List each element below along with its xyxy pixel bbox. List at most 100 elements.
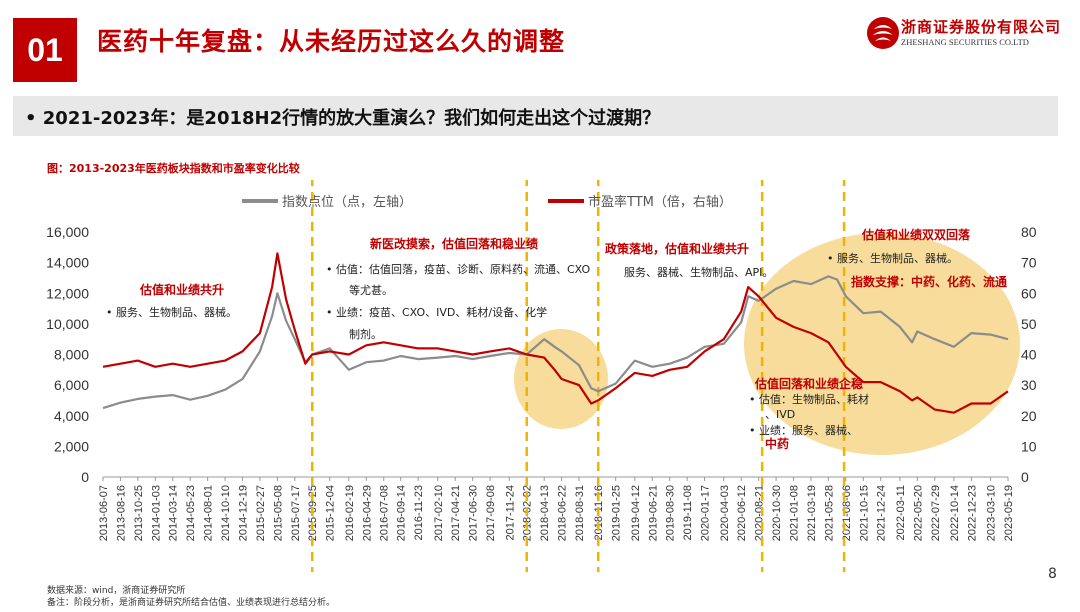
x-tick-label: 2015-02-27: [255, 485, 267, 541]
x-tick-label: 2022-10-14: [949, 485, 961, 541]
series-line-pe: [102, 252, 1009, 414]
x-tick-label: 2023-03-10: [986, 485, 998, 541]
x-tick-label: 2019-01-25: [611, 485, 623, 541]
x-tick-label: 2019-06-21: [647, 485, 659, 541]
x-tick-label: 2021-12-24: [876, 485, 888, 541]
chart-title: 图：2013-2023年医药板块指数和市盈率变化比较: [47, 162, 300, 175]
footer-notes: 数据来源：wind，浙商证券研究所 备注：阶段分析，是浙商证券研究所结合估值、业…: [47, 585, 335, 609]
x-tick-label: 2015-07-17: [290, 485, 302, 541]
x-tick-label: 2023-05-19: [1003, 485, 1015, 541]
chart-canvas: 0 2,000 4,000 6,000 8,000 10,000 12,000 14,000 1…: [46, 180, 1037, 572]
x-tick-label: 2014-05-23: [185, 485, 197, 541]
x-tick-label: 2016-11-23: [413, 485, 425, 540]
x-tick-label: 2017-11-24: [504, 485, 516, 540]
annotation-item: • 业绩：疫苗、CXO、IVD、耗材/设备、化学: [326, 305, 547, 319]
x-tick-label: 2015-12-04: [325, 485, 337, 541]
x-tick-label: 2016-09-14: [396, 485, 408, 541]
y-left-tick-label: 0: [81, 469, 89, 485]
y-left-tick-label: 16,000: [46, 224, 89, 240]
x-tick-label: 2018-08-31: [574, 485, 586, 541]
y-left-tick-label: 12,000: [46, 285, 89, 301]
x-tick-label: 2013-08-16: [115, 485, 127, 541]
x-tick-label: 2020-06-12: [736, 485, 748, 541]
annotation-item: • 估值：生物制品、耗材: [749, 392, 869, 406]
x-tick-label: 2021-01-08: [789, 485, 801, 541]
highlight-ellipse-2021: [744, 233, 1020, 455]
x-tick-label: 2021-05-28: [823, 485, 835, 541]
x-tick-label: 2016-04-29: [361, 485, 373, 541]
legend-label-index: 指数点位（点，左轴）: [282, 195, 412, 210]
x-tick-label: 2013-10-25: [133, 485, 145, 541]
x-tick-label: 2021-03-19: [806, 485, 818, 541]
remark-note: 备注：阶段分析，是浙商证券研究所结合估值、业绩表现进行总结分析。: [47, 598, 336, 608]
legend-label-pe: 市盈率TTM（倍，右轴）: [588, 194, 732, 210]
annotation-item: 、IVD: [765, 408, 795, 421]
x-tick-label: 2022-05-20: [912, 485, 924, 541]
logo-mark-icon: [867, 17, 899, 49]
annotation-item: • 业绩：服务、器械、: [749, 423, 858, 437]
x-tick-label: 2018-06-22: [557, 485, 569, 541]
y-right-tick-label: 0: [1021, 469, 1029, 485]
y-left-tick-label: 4,000: [54, 408, 89, 424]
x-tick-label: 2017-02-10: [433, 485, 445, 541]
company-logo: 浙商证券股份有限公司 ZHESHANG SECURITIES CO.LTD: [865, 15, 1070, 55]
x-tick-label: 2017-04-21: [450, 485, 462, 541]
y-left-tick-label: 8,000: [54, 347, 89, 363]
x-tick-label: 2017-09-08: [485, 485, 497, 541]
x-tick-label: 2019-11-08: [682, 485, 694, 540]
section-badge: 01: [13, 18, 77, 82]
y-right-tick-label: 70: [1021, 255, 1037, 271]
annotation-heading: 估值和业绩双双回落: [861, 227, 971, 242]
y-right-tick-label: 50: [1021, 316, 1037, 332]
source-note: 数据来源：wind，浙商证券研究所: [47, 586, 186, 596]
x-tick-label: 2022-03-11: [895, 485, 907, 540]
x-tick-label: 2022-12-23: [966, 485, 978, 541]
x-tick-label: 2013-06-07: [98, 485, 110, 541]
y-left-tick-label: 2,000: [54, 438, 89, 454]
y-left-tick-label: 6,000: [54, 377, 89, 393]
page-number: 8: [1048, 566, 1057, 582]
x-tick-label: 2019-04-12: [630, 485, 642, 541]
y-right-tick-label: 40: [1021, 347, 1037, 363]
x-tick-label: 2014-03-14: [168, 485, 180, 541]
y-left-tick-label: 14,000: [46, 255, 89, 271]
annotation-extra: 指数支撑：中药、化药、流通: [851, 274, 1007, 289]
x-tick-label: 2020-10-30: [771, 485, 783, 541]
annotation-heading: 政策落地，估值和业绩共升: [605, 241, 749, 256]
company-name-cn: 浙商证券股份有限公司: [901, 18, 1062, 36]
annotation-heading: 估值回落和业绩企稳: [754, 376, 863, 391]
x-tick-label: 2020-04-03: [719, 485, 731, 541]
annotation-item: • 估值：估值回落，疫苗、诊断、原料药、流通、CXO: [326, 262, 590, 276]
annotation-extra: 中药: [765, 436, 789, 451]
x-tick-label: 2018-04-13: [539, 485, 551, 541]
annotation-heading: 新医改摸索，估值回落和稳业绩: [370, 236, 538, 251]
y-right-tick-label: 20: [1021, 408, 1037, 424]
x-tick-label: 2014-10-10: [220, 485, 232, 541]
x-tick-label: 2016-07-08: [379, 485, 391, 541]
y-right-tick-label: 30: [1021, 377, 1037, 393]
y-right-tick-label: 80: [1021, 224, 1037, 240]
x-tick-label: 2020-01-17: [700, 485, 712, 541]
series-line-index: [102, 275, 1009, 410]
x-tick-label: 2017-06-30: [468, 485, 480, 541]
x-tick-label: 2021-10-15: [858, 485, 870, 541]
y-right-tick-label: 10: [1021, 438, 1037, 454]
x-tick-label: 2022-07-29: [930, 485, 942, 541]
x-tick-label: 2016-02-19: [344, 485, 356, 541]
y-left-tick-label: 10,000: [46, 316, 89, 332]
annotation-item: 服务、器械、生物制品、API。: [624, 265, 773, 279]
annotation-item: • 服务、生物制品、器械。: [827, 251, 958, 265]
subtitle-bar: • 2021-2023年：是2018H2行情的放大重演么？我们如何走出这个过渡期…: [13, 96, 1058, 136]
x-tick-label: 2014-01-03: [150, 485, 162, 541]
x-tick-label: 2019-08-30: [665, 485, 677, 541]
company-name-en: ZHESHANG SECURITIES CO.LTD: [901, 37, 1029, 47]
annotation-item: • 服务、生物制品、器械。: [106, 305, 237, 319]
annotation-item: 等尤甚。: [349, 283, 393, 297]
annotation-heading: 估值和业绩共升: [139, 282, 224, 297]
x-tick-label: 2015-05-08: [272, 485, 284, 541]
y-right-tick-label: 60: [1021, 285, 1037, 301]
x-tick-label: 2020-08-21: [754, 485, 766, 541]
x-tick-label: 2021-08-06: [841, 485, 853, 541]
annotation-item: 制剂。: [349, 327, 382, 341]
page-title: 医药十年复盘：从未经历过这么久的调整: [97, 27, 566, 56]
